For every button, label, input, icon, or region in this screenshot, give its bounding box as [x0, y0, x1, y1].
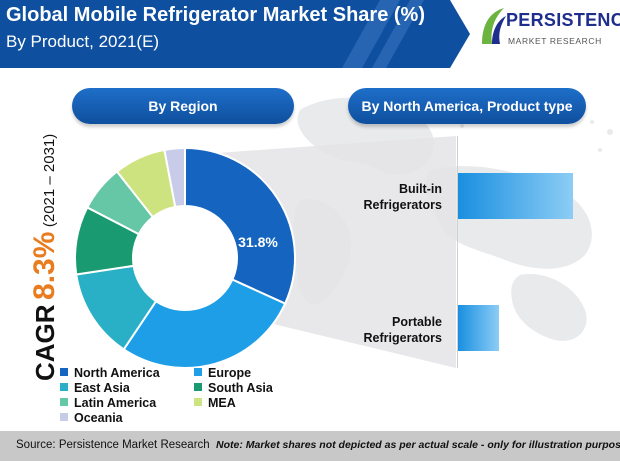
legend-swatch — [194, 398, 202, 406]
header-band — [0, 0, 470, 68]
bar-label-built-in: Built-in Refrigerators — [312, 181, 443, 213]
legend-mea: MEA — [194, 396, 236, 411]
legend-swatch — [194, 383, 202, 391]
bar-label-built-in-line-2: Refrigerators — [363, 198, 443, 212]
bar-label-portable-line-1: Portable — [391, 315, 442, 329]
legend-east-asia: East Asia — [60, 381, 130, 396]
logo-mark-icon — [482, 8, 506, 44]
bar-built-in-refrigerators — [458, 173, 574, 219]
legend-oceania: Oceania — [60, 411, 123, 426]
by-product-type-pill: By North America, Product type — [348, 88, 586, 124]
donut-hole — [132, 205, 238, 311]
region-donut-chart: 31.8% — [74, 136, 456, 369]
chart-subtitle: By Product, 2021(E) — [6, 32, 160, 51]
legend-swatch — [60, 368, 68, 376]
legend-swatch — [60, 398, 68, 406]
logo-wordmark: PERSISTENCE — [506, 10, 620, 30]
source-text: Source: Persistence Market Research — [16, 439, 210, 451]
legend-swatch — [194, 368, 202, 376]
slice-label-north-america: 31.8% — [238, 234, 278, 250]
legend-north-america: North America — [60, 366, 160, 381]
bar-portable-refrigerators — [458, 305, 499, 351]
slice-europe — [122, 256, 287, 369]
legend-south-asia: South Asia — [194, 381, 273, 396]
footer-bar: Source: Persistence Market Research Note… — [0, 431, 620, 461]
bar-label-portable-line-2: Refrigerators — [363, 331, 443, 345]
legend-swatch — [60, 383, 68, 391]
bar-label-built-in-line-1: Built-in — [398, 182, 442, 196]
note-text: Note: Market shares not depicted as per … — [216, 439, 620, 451]
legend-europe: Europe — [194, 366, 251, 381]
by-region-pill: By Region — [72, 88, 294, 124]
legend-latin-america: Latin America — [60, 396, 156, 411]
logo-tagline: MARKET RESEARCH — [508, 36, 602, 46]
persistence-logo: PERSISTENCE MARKET RESEARCH — [478, 4, 620, 70]
legend-swatch — [60, 413, 68, 421]
bar-axis-line — [457, 136, 458, 368]
chart-title: Global Mobile Refrigerator Market Share … — [6, 4, 425, 26]
bar-label-portable: Portable Refrigerators — [312, 314, 443, 346]
